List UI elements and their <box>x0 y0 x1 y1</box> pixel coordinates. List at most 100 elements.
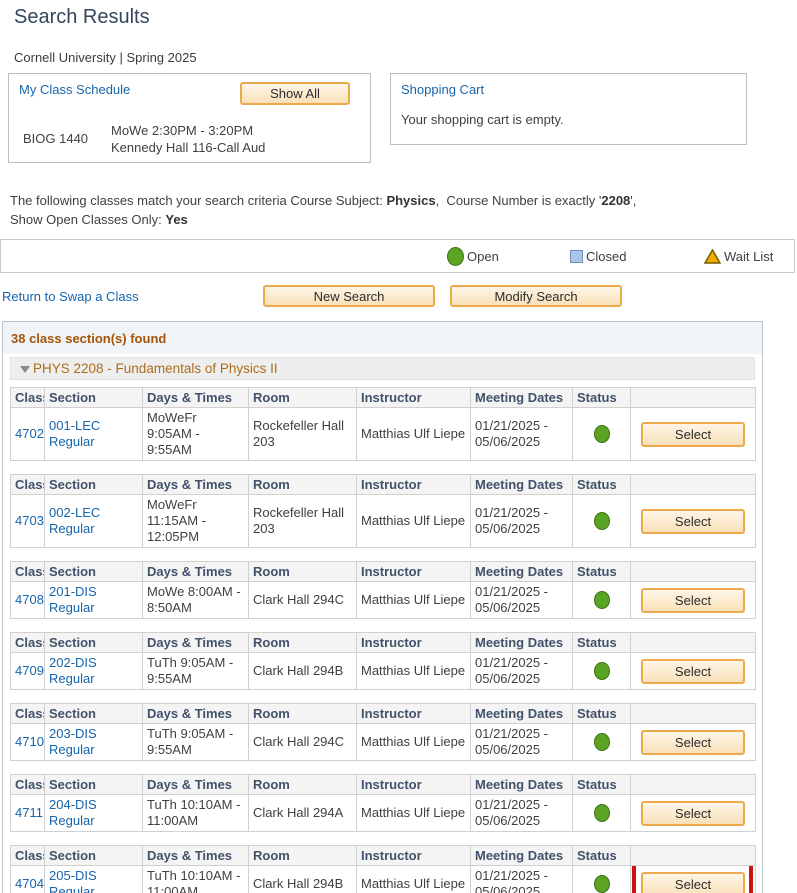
section-type-link[interactable]: Regular <box>49 813 138 829</box>
section-code-link[interactable]: 205-DIS <box>49 868 138 884</box>
class-section-table: Class Section Days & Times Room Instruct… <box>10 845 756 893</box>
meeting-dates-cell: 01/21/2025 - 05/06/2025 <box>471 408 573 461</box>
meeting-dates-cell: 01/21/2025 - 05/06/2025 <box>471 582 573 619</box>
section-code-link[interactable]: 201-DIS <box>49 584 138 600</box>
instructor-cell: Matthias Ulf Liepe <box>357 495 471 548</box>
col-header-meeting-dates: Meeting Dates <box>471 704 573 724</box>
sections-found-header: 38 class section(s) found <box>3 322 762 354</box>
collapse-triangle-icon[interactable] <box>19 365 31 374</box>
room-cell: Rockefeller Hall 203 <box>249 495 357 548</box>
col-header-class: Class <box>11 475 45 495</box>
col-header-instructor: Instructor <box>357 562 471 582</box>
section-type-link[interactable]: Regular <box>49 671 138 687</box>
open-status-icon <box>594 662 610 680</box>
instructor-cell: Matthias Ulf Liepe <box>357 866 471 893</box>
criteria-subject: Physics <box>386 193 435 208</box>
scheduled-course-code: BIOG 1440 <box>23 122 111 156</box>
select-cell: Select <box>631 653 756 690</box>
room-cell: Clark Hall 294A <box>249 795 357 832</box>
instructor-cell: Matthias Ulf Liepe <box>357 724 471 761</box>
class-number-link[interactable]: 4711 <box>11 795 45 832</box>
column-header-row: Class Section Days & Times Room Instruct… <box>11 704 756 724</box>
closed-status-icon <box>570 250 583 263</box>
section-code-link[interactable]: 203-DIS <box>49 726 138 742</box>
col-header-status: Status <box>573 388 631 408</box>
open-status-icon <box>594 875 610 893</box>
my-class-schedule-link[interactable]: My Class Schedule <box>19 82 130 97</box>
section-code-link[interactable]: 002-LEC <box>49 505 138 521</box>
open-status-icon <box>594 804 610 822</box>
class-number-link[interactable]: 4702 <box>11 408 45 461</box>
col-header-instructor: Instructor <box>357 633 471 653</box>
my-class-schedule-box: My Class Schedule Show All BIOG 1440 MoW… <box>8 73 371 163</box>
course-section-header[interactable]: PHYS 2208 - Fundamentals of Physics II <box>10 357 755 380</box>
col-header-instructor: Instructor <box>357 475 471 495</box>
actions-row: Return to Swap a Class New Search Modify… <box>0 285 797 307</box>
col-header-class: Class <box>11 633 45 653</box>
col-header-days-times: Days & Times <box>143 704 249 724</box>
select-button[interactable]: Select <box>641 872 745 893</box>
class-number-link[interactable]: 4710 <box>11 724 45 761</box>
col-header-section: Section <box>45 846 143 866</box>
select-button[interactable]: Select <box>641 588 745 613</box>
status-legend-bar: Open Closed Wait List <box>0 239 795 273</box>
criteria-part1: The following classes match your search … <box>10 193 386 208</box>
col-header-room: Room <box>249 633 357 653</box>
class-section-row: 4711 204-DIS Regular TuTh 10:10AM - 11:0… <box>11 795 756 832</box>
section-code-link[interactable]: 001-LEC <box>49 418 138 434</box>
col-header-select <box>631 846 756 866</box>
section-type-link[interactable]: Regular <box>49 600 138 616</box>
scheduled-course-time: MoWe 2:30PM - 3:20PM <box>111 123 253 138</box>
select-cell: Select <box>631 724 756 761</box>
show-all-button[interactable]: Show All <box>240 82 350 105</box>
return-to-swap-link[interactable]: Return to Swap a Class <box>2 289 139 304</box>
class-tables-container: Class Section Days & Times Room Instruct… <box>3 380 762 893</box>
select-cell: Select <box>631 408 756 461</box>
class-number-link[interactable]: 4704 <box>11 866 45 893</box>
new-search-button[interactable]: New Search <box>263 285 435 307</box>
section-cell: 202-DIS Regular <box>45 653 143 690</box>
room-cell: Rockefeller Hall 203 <box>249 408 357 461</box>
col-header-select <box>631 475 756 495</box>
section-type-link[interactable]: Regular <box>49 434 138 450</box>
section-type-link[interactable]: Regular <box>49 742 138 758</box>
instructor-cell: Matthias Ulf Liepe <box>357 408 471 461</box>
days-times-cell: MoWeFr 11:15AM - 12:05PM <box>143 495 249 548</box>
open-status-icon <box>594 425 610 443</box>
class-number-link[interactable]: 4703 <box>11 495 45 548</box>
col-header-days-times: Days & Times <box>143 846 249 866</box>
class-number-link[interactable]: 4708 <box>11 582 45 619</box>
meeting-dates-cell: 01/21/2025 - 05/06/2025 <box>471 653 573 690</box>
shopping-cart-link[interactable]: Shopping Cart <box>401 82 484 97</box>
select-button[interactable]: Select <box>641 801 745 826</box>
col-header-select <box>631 388 756 408</box>
criteria-number: 2208 <box>601 193 630 208</box>
class-number-link[interactable]: 4709 <box>11 653 45 690</box>
select-button[interactable]: Select <box>641 659 745 684</box>
search-results-groupbox: 38 class section(s) found PHYS 2208 - Fu… <box>2 321 763 893</box>
col-header-instructor: Instructor <box>357 775 471 795</box>
section-code-link[interactable]: 202-DIS <box>49 655 138 671</box>
shopping-cart-box: Shopping Cart Your shopping cart is empt… <box>390 73 747 145</box>
col-header-days-times: Days & Times <box>143 388 249 408</box>
select-button[interactable]: Select <box>641 509 745 534</box>
room-cell: Clark Hall 294C <box>249 724 357 761</box>
class-section-row: 4704 205-DIS Regular TuTh 10:10AM - 11:0… <box>11 866 756 893</box>
modify-search-button[interactable]: Modify Search <box>450 285 622 307</box>
class-section-row: 4702 001-LEC Regular MoWeFr 9:05AM - 9:5… <box>11 408 756 461</box>
select-button[interactable]: Select <box>641 730 745 755</box>
col-header-instructor: Instructor <box>357 388 471 408</box>
column-header-row: Class Section Days & Times Room Instruct… <box>11 562 756 582</box>
col-header-meeting-dates: Meeting Dates <box>471 633 573 653</box>
status-cell <box>573 724 631 761</box>
col-header-status: Status <box>573 704 631 724</box>
col-header-status: Status <box>573 562 631 582</box>
legend-wait-label: Wait List <box>724 249 773 264</box>
section-cell: 001-LEC Regular <box>45 408 143 461</box>
col-header-room: Room <box>249 704 357 724</box>
scheduled-class-row: BIOG 1440 MoWe 2:30PM - 3:20PM Kennedy H… <box>9 122 370 156</box>
select-button[interactable]: Select <box>641 422 745 447</box>
room-cell: Clark Hall 294C <box>249 582 357 619</box>
section-code-link[interactable]: 204-DIS <box>49 797 138 813</box>
section-type-link[interactable]: Regular <box>49 521 138 537</box>
